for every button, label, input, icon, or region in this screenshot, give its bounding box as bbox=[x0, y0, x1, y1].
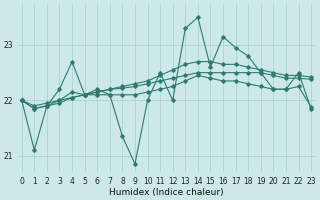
X-axis label: Humidex (Indice chaleur): Humidex (Indice chaleur) bbox=[109, 188, 224, 197]
